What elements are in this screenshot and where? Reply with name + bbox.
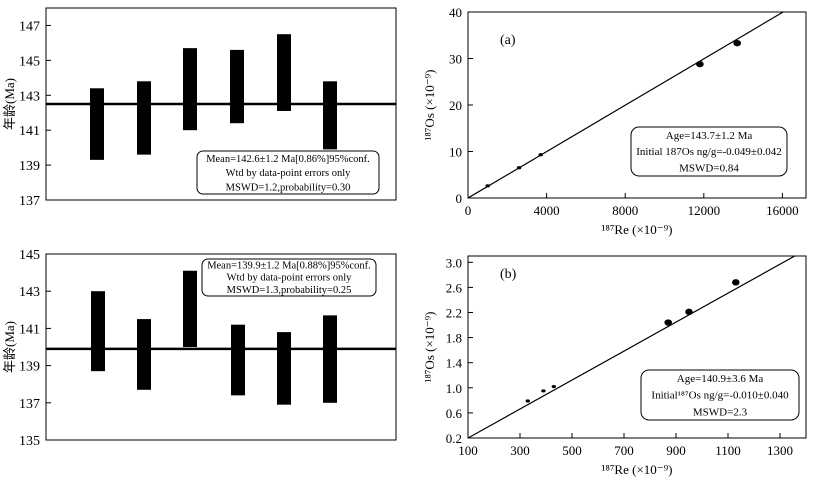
stats-annotation-box bbox=[640, 369, 800, 421]
panel-top-left-weighted-mean: 137 139 141 143 145 147 年龄(Ma) Mean=142.6±1.2 M… bbox=[2, 7, 397, 209]
data-point bbox=[485, 184, 490, 188]
panel-b-isochron: 100 300 500 700 900 1100 1300 0.2 0.6 1.0 1.4 1.8 2.… bbox=[422, 255, 807, 477]
y-tick-label: 139 bbox=[19, 159, 40, 174]
data-point bbox=[516, 166, 522, 170]
stats-annotation-line: Initial 187Os ng/g=-0.049±0.042 bbox=[636, 146, 781, 158]
y-tick-label: 141 bbox=[19, 322, 40, 337]
panel-a-isochron: 0 4000 8000 12000 16000 0 10 20 30 40 ¹⁸⁷Re (×10⁻⁹… bbox=[422, 5, 807, 237]
data-point bbox=[732, 279, 740, 286]
y-tick-label: 0 bbox=[456, 191, 463, 206]
x-tick-label: 1100 bbox=[715, 443, 741, 458]
data-point bbox=[696, 60, 704, 68]
x-tick-label: 500 bbox=[562, 443, 582, 458]
x-axis-label: ¹⁸⁷Re (×10⁻⁹) bbox=[601, 462, 672, 477]
data-point bbox=[541, 389, 546, 393]
data-point bbox=[538, 153, 543, 157]
plot-frame bbox=[45, 253, 397, 441]
panel-label: (b) bbox=[500, 267, 517, 282]
y-tick-label: 145 bbox=[19, 248, 40, 263]
y-tick-label: 135 bbox=[19, 434, 40, 449]
panel-bottom-left-weighted-mean: 135 137 139 141 143 145 年龄(Ma) Mean=139.9±1.2 M… bbox=[2, 248, 397, 449]
x-tick-label: 1300 bbox=[767, 443, 793, 458]
x-tick-label: 700 bbox=[614, 443, 634, 458]
error-bar bbox=[231, 324, 245, 396]
stats-annotation-line: Initial¹⁸⁷Os ng/g=-0.010±0.040 bbox=[651, 390, 789, 402]
x-tick-label: 12000 bbox=[688, 203, 721, 218]
y-tick-label: 145 bbox=[19, 54, 40, 69]
y-tick-label: 20 bbox=[449, 98, 462, 113]
x-axis-label: ¹⁸⁷Re (×10⁻⁹) bbox=[601, 222, 672, 237]
y-tick-label: 10 bbox=[449, 145, 462, 160]
isochron-line bbox=[468, 256, 796, 438]
y-tick-label: 141 bbox=[19, 124, 40, 139]
y-tick-label: 1.0 bbox=[446, 381, 462, 396]
stats-annotation-line: Wtd by data-point errors only bbox=[226, 168, 352, 179]
data-point bbox=[685, 308, 693, 316]
error-bar bbox=[183, 48, 197, 131]
y-tick-label: 143 bbox=[19, 285, 40, 300]
error-bar bbox=[137, 81, 151, 155]
x-tick-label: 300 bbox=[510, 443, 530, 458]
isochron-line bbox=[468, 12, 785, 198]
x-tick-label: 0 bbox=[465, 203, 472, 218]
y-tick-label: 30 bbox=[449, 52, 462, 67]
data-point bbox=[551, 384, 556, 389]
x-tick-label: 100 bbox=[458, 443, 478, 458]
y-tick-label: 137 bbox=[19, 194, 40, 209]
y-tick-label: 40 bbox=[449, 5, 462, 20]
stats-annotation-line: Wtd by data-point errors only bbox=[227, 273, 353, 284]
y-tick-label: 0.6 bbox=[446, 406, 463, 421]
stats-annotation-box bbox=[196, 150, 380, 195]
y-axis-label: 年龄(Ma) bbox=[2, 321, 17, 373]
error-bar bbox=[183, 270, 197, 347]
data-point bbox=[733, 39, 742, 47]
stats-annotation-line: MSWD=1.2,probability=0.30 bbox=[226, 182, 351, 193]
y-tick-label: 147 bbox=[19, 19, 40, 34]
y-tick-label: 2.6 bbox=[446, 280, 463, 295]
x-tick-label: 16000 bbox=[766, 203, 799, 218]
stats-annotation-line: MSWD=0.84 bbox=[679, 162, 739, 174]
y-axis-label: 年龄(Ma) bbox=[2, 78, 17, 130]
error-bar bbox=[90, 88, 104, 160]
y-tick-label: 1.4 bbox=[446, 356, 463, 371]
error-bar bbox=[277, 332, 291, 405]
x-tick-label: 900 bbox=[666, 443, 686, 458]
y-tick-label: 3.0 bbox=[446, 255, 462, 270]
stats-annotation-line: Age=140.9±3.6 Ma bbox=[677, 373, 764, 385]
y-tick-label: 139 bbox=[19, 360, 40, 375]
error-bar bbox=[323, 81, 337, 150]
error-bar bbox=[137, 319, 151, 390]
data-point bbox=[664, 319, 672, 326]
data-point bbox=[525, 399, 530, 403]
stats-annotation-line: Mean=142.6±1.2 Ma[0.86%]95%conf. bbox=[206, 154, 370, 165]
stats-annotation-box bbox=[630, 126, 788, 177]
error-bar bbox=[230, 49, 244, 124]
stats-annotation-box bbox=[201, 258, 377, 297]
stats-annotation-line: MSWD=2.3 bbox=[693, 406, 748, 418]
plot-frame bbox=[467, 255, 807, 439]
stats-annotation-line: Mean=139.9±1.2 Ma[0.88%]95%conf. bbox=[207, 260, 371, 271]
stats-annotation-line: MSWD=1.3,probability=0.25 bbox=[227, 285, 352, 296]
error-bar bbox=[323, 315, 337, 403]
panel-label: (a) bbox=[500, 33, 516, 48]
y-axis-label: ¹⁸⁷Os (×10⁻⁹) bbox=[422, 311, 437, 382]
error-bar bbox=[91, 291, 105, 372]
x-tick-label: 4000 bbox=[534, 203, 560, 218]
y-tick-label: 1.8 bbox=[446, 331, 462, 346]
x-tick-label: 8000 bbox=[612, 203, 638, 218]
y-tick-label: 143 bbox=[19, 89, 40, 104]
y-tick-label: 2.2 bbox=[446, 305, 462, 320]
y-tick-label: 0.2 bbox=[446, 431, 462, 446]
error-bar bbox=[277, 34, 291, 111]
y-tick-label: 137 bbox=[19, 397, 40, 412]
stats-annotation-line: Age=143.7±1.2 Ma bbox=[666, 130, 753, 142]
y-axis-label: ¹⁸⁷Os (×10⁻⁹) bbox=[422, 69, 437, 140]
